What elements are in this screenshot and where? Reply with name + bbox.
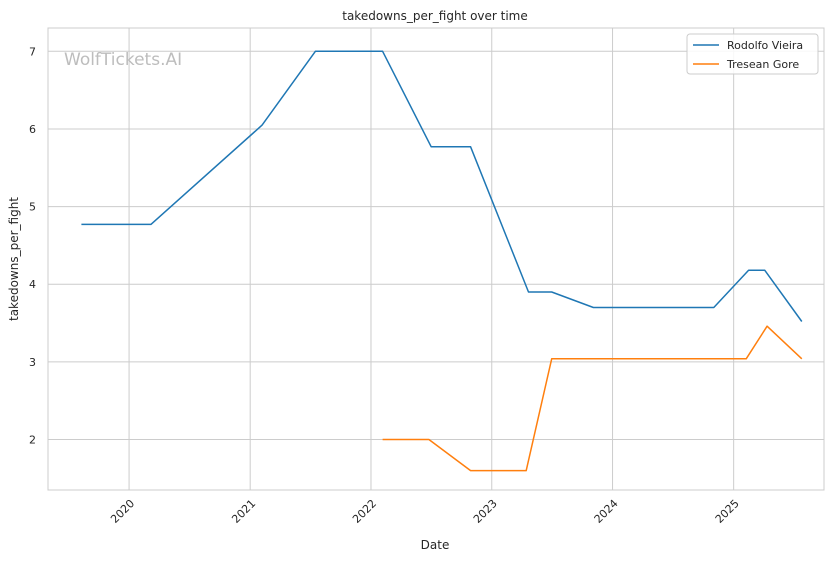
legend: Rodolfo Vieira Tresean Gore <box>686 33 819 75</box>
y-tick-label: 4 <box>29 278 36 291</box>
y-tick-label: 6 <box>29 123 36 136</box>
series-line-rodolfo-vieira <box>81 50 803 322</box>
y-tick-labels: 2 3 4 5 6 7 <box>29 45 36 446</box>
chart-title: takedowns_per_fight over time <box>342 9 528 23</box>
series-layer <box>81 50 803 472</box>
grid <box>48 28 824 490</box>
y-axis-label: takedowns_per_fight <box>7 197 21 321</box>
plot-frame <box>47 27 825 491</box>
y-tick-label: 7 <box>29 45 36 58</box>
watermark: WolfTickets.AI <box>64 50 182 70</box>
y-tick-label: 5 <box>29 201 36 214</box>
legend-label-tresean-gore: Tresean Gore <box>726 58 799 71</box>
x-axis-label: Date <box>421 538 450 552</box>
y-tick-label: 2 <box>29 434 36 447</box>
y-tick-label: 3 <box>29 356 36 369</box>
series-line-tresean-gore <box>382 325 803 472</box>
legend-label-rodolfo-vieira: Rodolfo Vieira <box>727 39 803 52</box>
legend-box <box>686 33 819 75</box>
